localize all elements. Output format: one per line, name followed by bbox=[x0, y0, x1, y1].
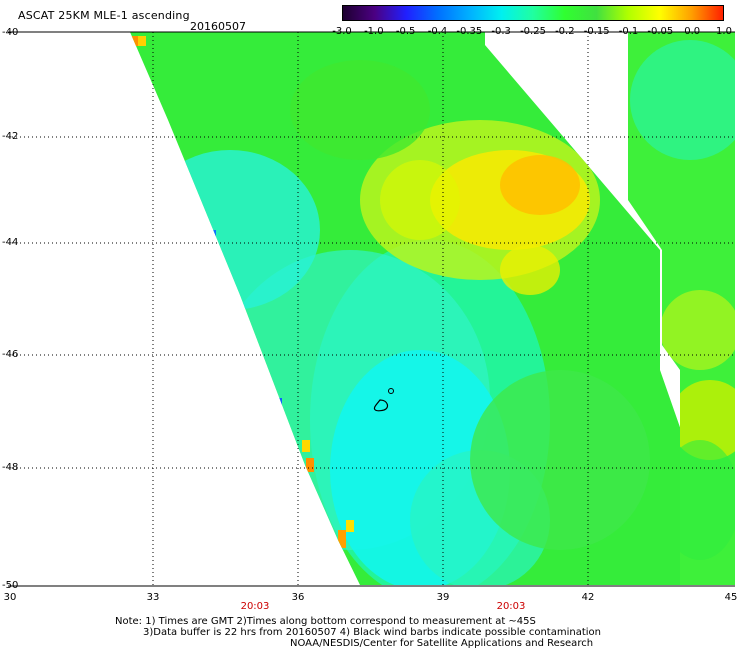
colorbar-tick-label: -0.3 bbox=[491, 26, 511, 37]
colorbar-tick-label: -0.2 bbox=[555, 26, 575, 37]
colorbar-tick-label: -0.35 bbox=[456, 26, 483, 37]
time-label-1: 20:03 bbox=[240, 601, 270, 612]
lon-label-36: 36 bbox=[291, 592, 305, 603]
map-title: ASCAT 25KM MLE-1 ascending bbox=[18, 9, 190, 22]
note-line-3: NOAA/NESDIS/Center for Satellite Applica… bbox=[290, 638, 594, 649]
lon-label-30: 30 bbox=[3, 592, 17, 603]
lat-label-48: -48 bbox=[2, 462, 19, 473]
lat-label-50: -50 bbox=[2, 580, 19, 591]
colorbar-tick-label: -0.25 bbox=[520, 26, 546, 37]
colorbar-tick-label: -3.0 bbox=[332, 26, 352, 37]
note-line-1: Note: 1) Times are GMT 2)Times along bot… bbox=[115, 616, 536, 627]
map-date: 20160507 bbox=[190, 20, 246, 33]
colorbar bbox=[342, 5, 724, 21]
note-line-2: 3)Data buffer is 22 hrs from 20160507 4)… bbox=[143, 627, 601, 638]
time-label-2: 20:03 bbox=[496, 601, 526, 612]
colorbar-tick-label: -0.05 bbox=[647, 26, 674, 37]
colorbar-tick-label: -0.5 bbox=[395, 26, 416, 37]
lon-label-42: 42 bbox=[581, 592, 595, 603]
colorbar-tick-label: -0.1 bbox=[618, 26, 639, 37]
lon-label-33: 33 bbox=[146, 592, 160, 603]
contour-marker-small bbox=[388, 388, 394, 394]
colorbar-tick-label: 1.0 bbox=[716, 26, 732, 37]
lon-label-39: 39 bbox=[436, 592, 450, 603]
graticule bbox=[8, 32, 735, 586]
contour-marker bbox=[373, 399, 389, 412]
lat-label-42: -42 bbox=[2, 131, 19, 142]
lon-label-45: 45 bbox=[724, 592, 738, 603]
lat-label-40: -40 bbox=[2, 27, 19, 38]
lat-label-44: -44 bbox=[2, 237, 19, 248]
colorbar-tick-label: -0.4 bbox=[427, 26, 448, 37]
colorbar-tick-label: -0.15 bbox=[583, 26, 610, 37]
colorbar-tick-label: 0.0 bbox=[684, 26, 701, 37]
lat-label-46: -46 bbox=[2, 349, 19, 360]
colorbar-tick-label: -1.0 bbox=[364, 26, 384, 37]
